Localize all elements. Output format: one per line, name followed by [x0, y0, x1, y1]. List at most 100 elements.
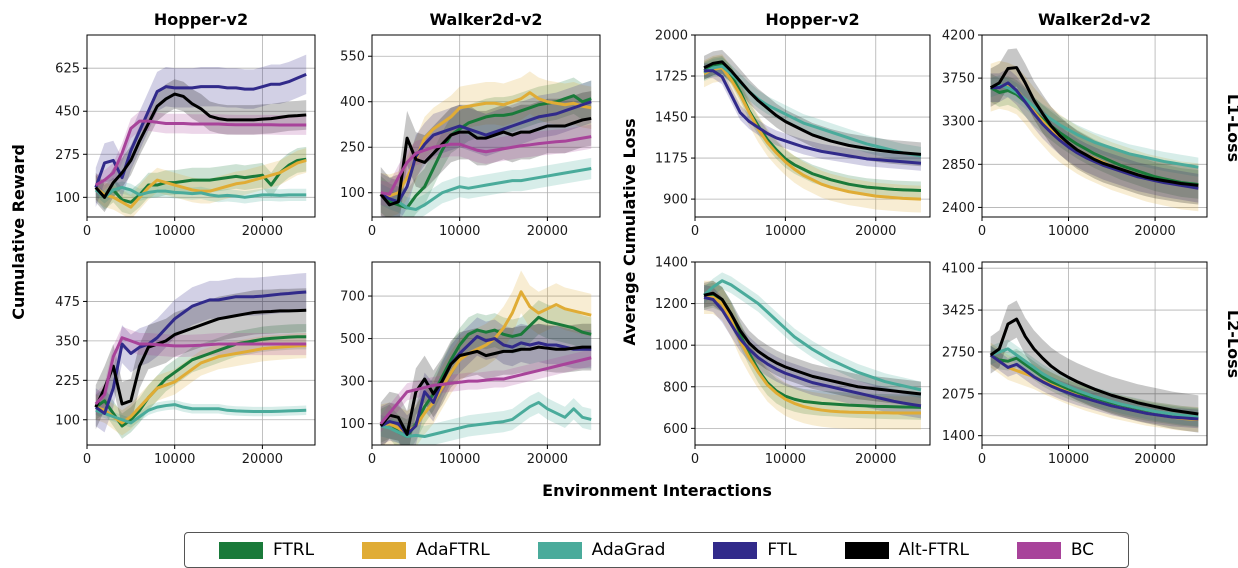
y-label-loss: Average Cumulative Loss: [620, 118, 639, 345]
x-tick-label: 10000: [154, 224, 195, 239]
line-ftl: [703, 295, 922, 408]
x-tick-label: 20000: [1134, 452, 1175, 467]
panel-reward-walker-l2: 0 10000 20000 100 300 500 700: [340, 261, 601, 467]
y-tick-label: 900: [663, 193, 688, 208]
legend-swatch-adaftrl: [361, 541, 406, 559]
band-adagrad: [380, 391, 592, 445]
y-tick-label: 275: [55, 148, 80, 163]
line-alt-ftrl: [94, 92, 307, 199]
panel-loss-hopper-l2: 0 10000 20000 600 800 1000 1200 1400: [655, 256, 931, 467]
band-ftrl: [380, 300, 592, 445]
x-tick-label: 10000: [1048, 452, 1089, 467]
axes-frame: [981, 261, 1208, 446]
band-ftrl: [380, 77, 592, 217]
x-tick-label: 0: [83, 224, 91, 239]
panel-title: Walker2d-v2: [429, 10, 542, 29]
y-tick-label: 4200: [942, 29, 975, 44]
band-alt-ftrl: [380, 91, 592, 217]
panel-reward-walker-l1: 0 10000 20000 100 250 400 550 Walker2d-v2: [340, 10, 601, 239]
x-tick-label: 0: [978, 224, 986, 239]
line-adagrad: [94, 185, 307, 199]
line-adaftrl: [95, 344, 307, 425]
line-alt-ftrl: [989, 66, 1199, 187]
x-label-common: Environment Interactions: [542, 481, 772, 500]
legend-label-ftl: FTL: [767, 540, 797, 560]
band-ftl: [990, 68, 1199, 203]
band-alt-ftrl: [990, 48, 1199, 205]
axes-frame: [981, 34, 1208, 218]
line-ftl: [94, 72, 307, 188]
band-adaftrl: [95, 148, 307, 217]
axes-frame: [371, 34, 601, 218]
panel-title: Hopper-v2: [765, 10, 859, 29]
line-ftrl: [703, 63, 922, 192]
y-tick-label: 250: [340, 141, 365, 156]
y-tick-label: 2000: [655, 29, 688, 44]
line-bc: [379, 356, 592, 425]
series-group: [703, 49, 922, 213]
x-tick-label: 0: [368, 452, 376, 467]
legend-item-ftl: FTL: [713, 540, 797, 560]
y-tick-label: 625: [55, 62, 80, 77]
legend-label-adaftrl: AdaFTRL: [415, 540, 490, 560]
line-ftl: [94, 290, 307, 415]
y-tick-label: 3425: [942, 304, 975, 319]
y-tick-label: 1175: [655, 152, 688, 167]
y-tick-label: 3750: [942, 72, 975, 87]
x-tick-label: 0: [691, 224, 699, 239]
y-tick-label: 4100: [942, 262, 975, 277]
legend-swatch-ftrl: [218, 541, 263, 559]
x-tick-label: 0: [368, 224, 376, 239]
y-label-reward: Cumulative Reward: [9, 144, 28, 320]
y-tick-label: 1400: [942, 429, 975, 444]
x-tick-label: 20000: [855, 452, 896, 467]
axes-frame: [371, 261, 601, 446]
side-label-l1: L1-Loss: [1224, 94, 1238, 162]
y-tick-label: 800: [663, 380, 688, 395]
y-tick-label: 475: [55, 295, 80, 310]
y-tick-label: 400: [340, 95, 365, 110]
band-adagrad: [704, 57, 921, 165]
line-adagrad: [380, 166, 592, 211]
y-tick-label: 1200: [655, 297, 688, 312]
y-tick-label: 600: [663, 422, 688, 437]
line-adaftrl: [94, 158, 307, 209]
x-tick-label: 10000: [439, 452, 480, 467]
x-tick-label: 20000: [527, 452, 568, 467]
x-tick-label: 10000: [765, 224, 806, 239]
band-ftl: [380, 317, 592, 445]
legend-label-alt-ftrl: Alt-FTRL: [898, 540, 969, 560]
legend-label-adagrad: AdaGrad: [591, 540, 666, 560]
panel-loss-hopper-l1: 0 10000 20000 900 1175 1450 1725 2000 Hopper-v2: [655, 10, 931, 239]
band-bc: [95, 111, 307, 195]
legend-swatch-bc: [1016, 541, 1061, 559]
axes-frame: [694, 34, 931, 218]
y-tick-label: 100: [55, 191, 80, 206]
y-tick-label: 700: [340, 290, 365, 305]
band-adagrad: [95, 399, 307, 428]
series-group: [379, 270, 592, 445]
x-tick-label: 10000: [765, 452, 806, 467]
line-ftrl: [703, 293, 921, 409]
legend-swatch-adagrad: [537, 541, 582, 559]
y-tick-label: 2750: [942, 345, 975, 360]
band-alt-ftrl: [380, 323, 592, 445]
y-tick-label: 1000: [655, 339, 688, 354]
y-tick-label: 450: [55, 105, 80, 120]
x-tick-label: 10000: [439, 224, 480, 239]
line-adaftrl: [703, 66, 922, 201]
side-label-l2: L2-Loss: [1224, 310, 1238, 378]
y-tick-label: 1725: [655, 70, 688, 85]
line-adagrad: [380, 400, 592, 438]
y-tick-label: 500: [340, 332, 365, 347]
line-adagrad: [95, 403, 307, 425]
panel-title: Hopper-v2: [154, 10, 248, 29]
series-group: [94, 54, 307, 217]
band-adagrad: [380, 157, 592, 217]
series-group: [703, 272, 922, 430]
band-ftrl: [990, 345, 1199, 428]
panel-loss-walker-l1: 0 10000 20000 2400 2850 3300 3750 4200 Walker2d-…: [942, 10, 1208, 239]
y-tick-label: 300: [340, 375, 365, 390]
band-ftl: [95, 54, 307, 208]
